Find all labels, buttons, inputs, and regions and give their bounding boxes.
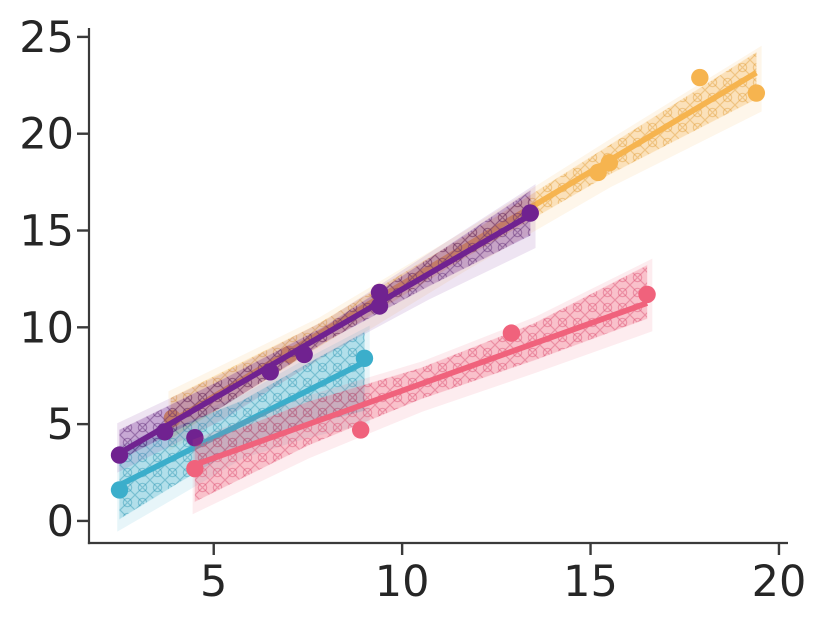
series-purple bbox=[110, 184, 539, 473]
series-purple-point bbox=[521, 204, 539, 222]
series-orange-point bbox=[747, 84, 766, 102]
y-tick-label: 10 bbox=[19, 303, 74, 353]
x-tick-label: 20 bbox=[752, 557, 807, 607]
series-pink-point bbox=[502, 324, 521, 342]
series-purple-regression-line bbox=[118, 212, 532, 456]
series-teal-regression-line bbox=[118, 359, 366, 488]
series-purple-point bbox=[156, 423, 174, 441]
series-purple-point bbox=[370, 297, 389, 315]
series-purple-point bbox=[261, 363, 279, 381]
series-pink-regression-line bbox=[193, 300, 649, 468]
series-pink-point bbox=[638, 285, 656, 304]
y-tick-label: 0 bbox=[47, 497, 74, 547]
series-pink-point bbox=[186, 459, 204, 478]
series-pink-point bbox=[351, 421, 370, 439]
axes: 5 10 15 20 0 5 10 15 20 25 bbox=[19, 13, 806, 607]
series-purple-point bbox=[186, 428, 204, 447]
series-orange-point bbox=[589, 163, 607, 182]
y-tick-label: 20 bbox=[19, 110, 74, 160]
series-purple-point bbox=[295, 345, 313, 364]
x-tick-label: 15 bbox=[563, 557, 618, 607]
x-tick-label: 5 bbox=[200, 557, 227, 607]
y-tick-label: 25 bbox=[19, 13, 74, 63]
series-purple-point bbox=[110, 446, 129, 464]
series-purple-point bbox=[370, 283, 389, 302]
series-teal-point bbox=[355, 349, 374, 367]
y-tick-label: 15 bbox=[19, 207, 74, 257]
y-tick-label: 5 bbox=[47, 400, 74, 450]
series-orange-point bbox=[600, 154, 619, 172]
series-pink bbox=[186, 258, 656, 515]
x-tick-label: 10 bbox=[375, 557, 430, 607]
series-teal-point bbox=[110, 481, 129, 499]
series-orange-point bbox=[691, 68, 709, 87]
